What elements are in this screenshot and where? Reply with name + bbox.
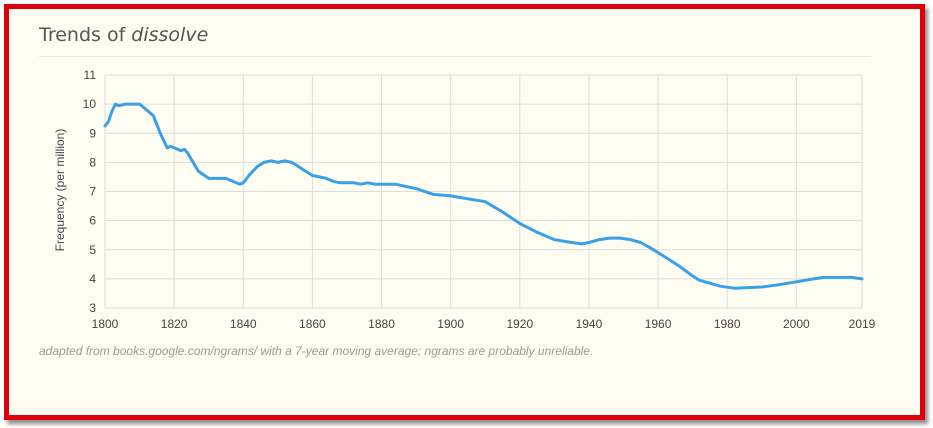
x-tick-label: 1800 xyxy=(92,317,119,331)
x-tick-label: 2000 xyxy=(783,317,810,331)
source-note: adapted from books.google.com/ngrams/ wi… xyxy=(39,344,594,358)
x-axis-ticks: 1800 1820 1840 1860 1880 1900 1920 1940 1960 1980… xyxy=(92,317,876,331)
y-tick-label: 9 xyxy=(89,126,96,140)
x-tick-label: 1860 xyxy=(299,317,326,331)
heading-divider xyxy=(39,56,871,57)
y-tick-label: 4 xyxy=(89,272,96,286)
heading-word: dissolve xyxy=(131,24,209,46)
y-tick-label: 11 xyxy=(84,68,97,82)
chart-heading: Trends of dissolve xyxy=(39,24,208,46)
x-tick-label: 1940 xyxy=(576,317,603,331)
y-tick-label: 7 xyxy=(89,185,96,199)
y-tick-label: 10 xyxy=(83,97,97,111)
x-tick-label: 1960 xyxy=(645,317,672,331)
series-line xyxy=(103,102,864,290)
y-tick-label: 5 xyxy=(89,243,96,257)
x-tick-label: 1880 xyxy=(368,317,395,331)
x-tick-label: 2019 xyxy=(849,317,876,331)
y-tick-label: 6 xyxy=(89,214,96,228)
chart-grid xyxy=(104,74,863,309)
x-tick-label: 1920 xyxy=(506,317,533,331)
y-axis-title: Frequency (per million) xyxy=(53,129,67,252)
x-tick-label: 1840 xyxy=(230,317,257,331)
y-tick-label: 8 xyxy=(89,155,96,169)
y-tick-label: 3 xyxy=(89,301,96,315)
y-axis-ticks: 3 4 5 6 7 8 9 10 11 xyxy=(83,68,97,315)
x-tick-label: 1820 xyxy=(161,317,188,331)
chart-card xyxy=(4,4,925,420)
x-tick-label: 1980 xyxy=(714,317,741,331)
heading-prefix: Trends of xyxy=(39,24,132,46)
x-tick-label: 1900 xyxy=(437,317,464,331)
